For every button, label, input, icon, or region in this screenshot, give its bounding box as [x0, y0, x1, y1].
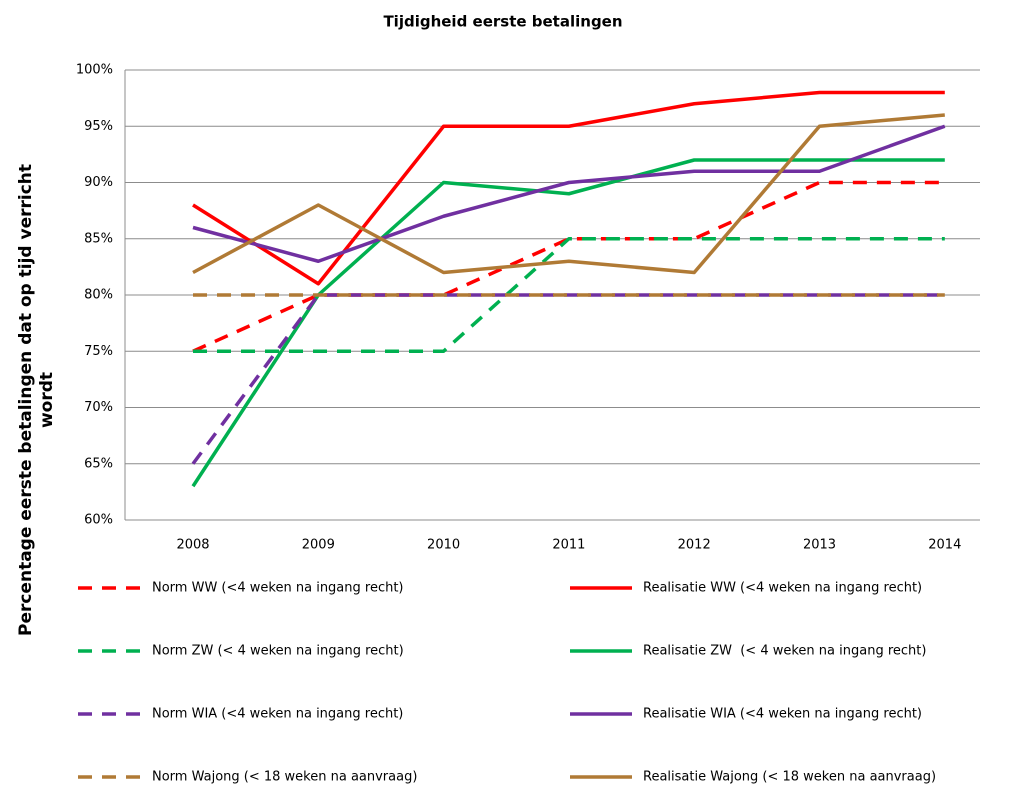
x-tick-label: 2010 [427, 538, 460, 553]
legend-label: Norm ZW (< 4 weken na ingang recht) [152, 644, 404, 659]
legend-label: Realisatie ZW (< 4 weken na ingang recht… [643, 644, 926, 659]
x-tick-label: 2009 [302, 538, 335, 553]
y-axis-label: Percentage eerste betalingen dat op tijd… [16, 164, 36, 636]
y-tick-label: 85% [84, 231, 113, 246]
series-line [192, 180, 945, 353]
y-tick-label: 80% [84, 288, 113, 303]
y-tick-label: 65% [84, 456, 113, 471]
series-line [193, 237, 945, 353]
y-tick-label: 70% [84, 400, 113, 415]
y-axis-label: wordt [37, 372, 57, 428]
y-tick-label: 100% [76, 63, 113, 78]
y-tick-label: 75% [84, 344, 113, 359]
series-line [191, 293, 945, 465]
x-tick-label: 2013 [803, 538, 836, 553]
legend-label: Realisatie WW (<4 weken na ingang recht) [643, 581, 922, 596]
y-tick-label: 60% [84, 513, 113, 528]
x-tick-label: 2012 [678, 538, 711, 553]
series-line [191, 158, 945, 488]
legend-label: Norm WW (<4 weken na ingang recht) [152, 581, 404, 596]
series-line [192, 124, 946, 263]
legend-label: Norm Wajong (< 18 weken na aanvraag) [152, 770, 417, 785]
x-tick-label: 2014 [928, 538, 961, 553]
y-tick-label: 90% [84, 175, 113, 190]
x-tick-label: 2011 [552, 538, 585, 553]
chart-title: Tijdigheid eerste betalingen [383, 13, 622, 31]
legend-label: Realisatie WIA (<4 weken na ingang recht… [643, 707, 922, 722]
series-line [192, 90, 945, 286]
legend-label: Norm WIA (<4 weken na ingang recht) [152, 707, 403, 722]
x-tick-label: 2008 [176, 538, 209, 553]
series-line [192, 113, 945, 275]
legend-label: Realisatie Wajong (< 18 weken na aanvraa… [643, 770, 936, 785]
y-tick-label: 95% [84, 119, 113, 134]
